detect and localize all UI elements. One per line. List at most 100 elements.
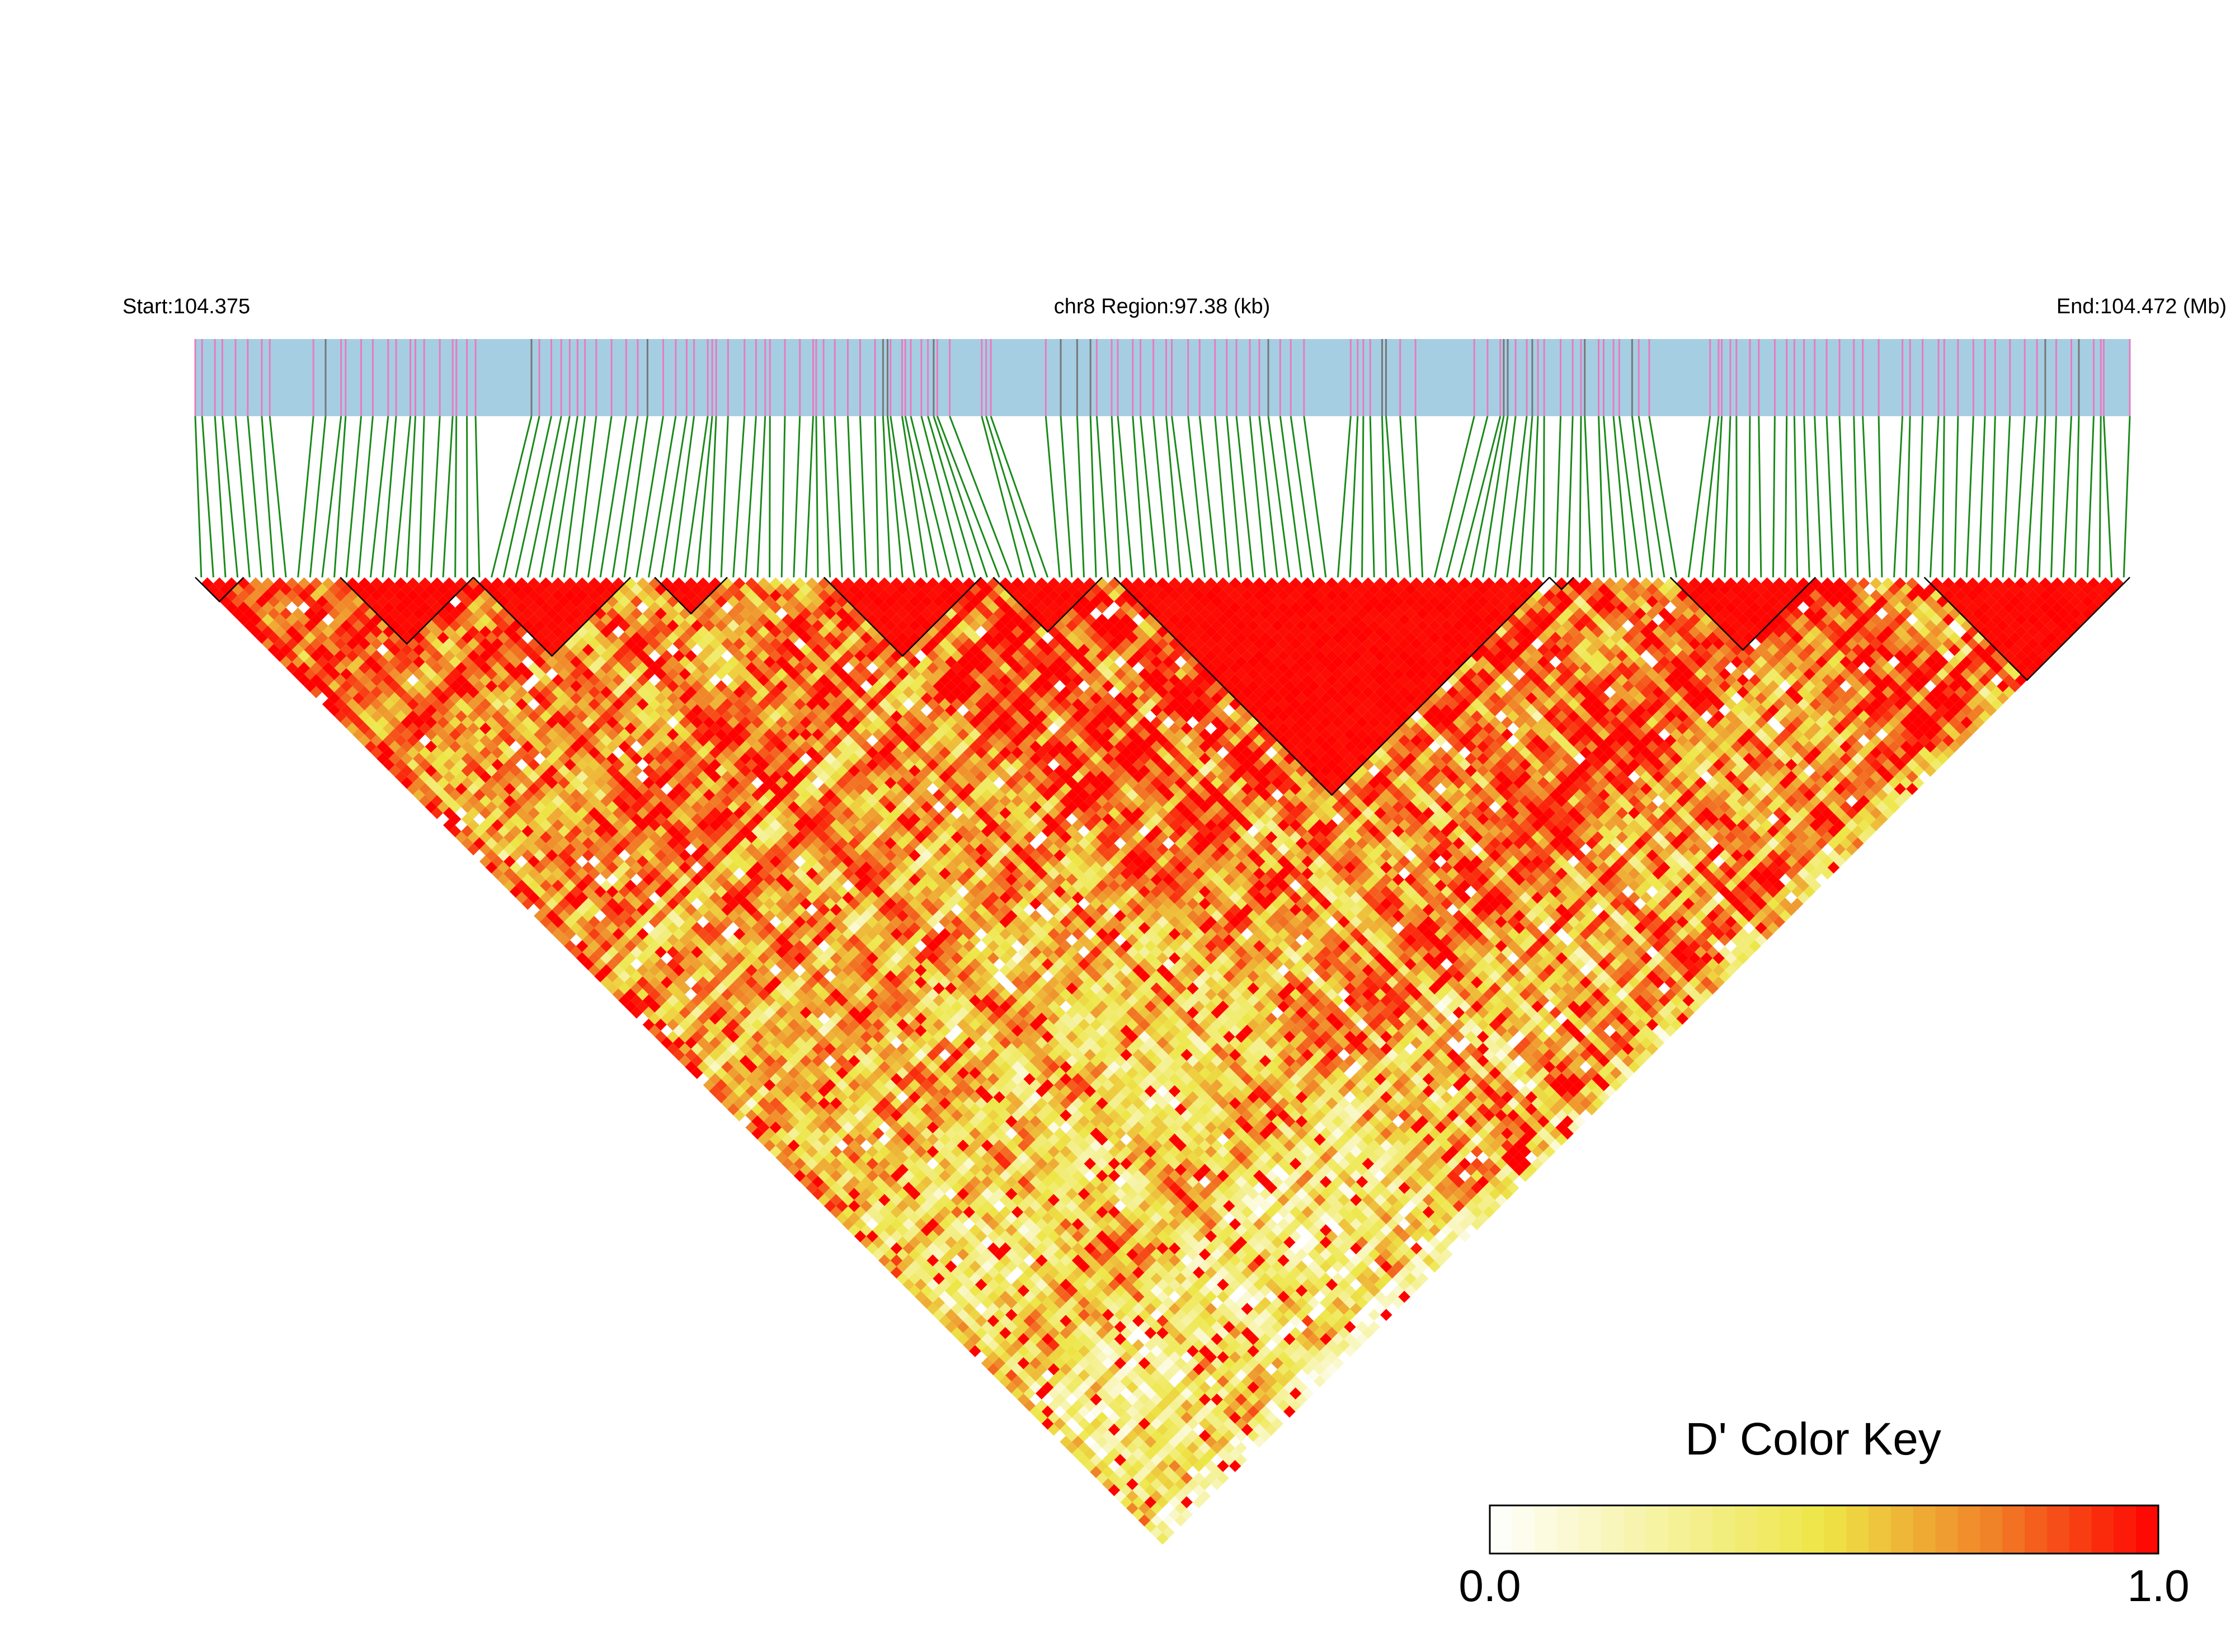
ld-cell xyxy=(1053,1321,1066,1333)
ld-cell xyxy=(939,1242,951,1255)
ld-cell xyxy=(1041,1284,1054,1297)
snp-connector xyxy=(1989,416,1996,578)
ld-cell xyxy=(775,1030,788,1043)
ld-cell xyxy=(358,662,371,674)
ld-cell xyxy=(691,982,703,995)
ld-cell xyxy=(933,1296,945,1309)
ld-cell xyxy=(213,577,226,590)
ld-cell xyxy=(655,1018,667,1031)
ld-cell xyxy=(1041,1309,1054,1321)
ld-cell xyxy=(715,1018,727,1031)
ld-cell xyxy=(1090,1369,1102,1382)
ld-cell xyxy=(648,976,661,989)
ld-cell xyxy=(884,1248,897,1261)
snp-connector xyxy=(1494,416,1517,578)
ld-cell xyxy=(449,740,462,753)
ld-cell xyxy=(479,710,492,723)
ld-cell xyxy=(951,1278,963,1291)
ld-cell xyxy=(582,934,595,947)
ld-cell xyxy=(1066,1321,1078,1333)
ld-cell xyxy=(1084,1423,1097,1436)
snp-connector xyxy=(1618,416,1641,578)
ld-cell xyxy=(709,988,722,1001)
ld-cell xyxy=(1163,1466,1175,1479)
ld-cell xyxy=(286,638,298,650)
ld-cell xyxy=(237,589,250,602)
ld-cell xyxy=(298,601,310,614)
snp-connector xyxy=(221,416,239,578)
ld-cell xyxy=(636,1013,649,1025)
snp-connector xyxy=(1089,416,1097,578)
ld-cell xyxy=(739,1067,752,1079)
ld-cell xyxy=(1102,1466,1114,1479)
ld-cell xyxy=(528,855,540,868)
ld-cell xyxy=(812,1091,824,1104)
ld-cell xyxy=(812,1103,824,1116)
snp-connector xyxy=(981,416,1024,578)
ld-cell xyxy=(975,1266,987,1279)
ld-cell xyxy=(642,934,655,947)
ld-cell xyxy=(672,1024,685,1037)
ld-cell xyxy=(1066,1333,1078,1345)
ld-cell xyxy=(951,1326,963,1339)
ld-cell xyxy=(346,698,359,710)
ld-cell xyxy=(1163,1429,1175,1442)
ld-cell xyxy=(576,879,589,892)
ld-cell xyxy=(461,692,474,704)
ld-cell xyxy=(939,1302,951,1315)
ld-cell xyxy=(685,1000,697,1013)
ld-cell xyxy=(310,577,322,590)
ld-cell xyxy=(685,928,697,940)
ld-cell xyxy=(830,1133,843,1146)
ld-cell xyxy=(576,940,589,952)
ld-cell xyxy=(280,632,292,644)
ld-cell xyxy=(558,861,570,874)
ld-cell xyxy=(431,698,444,710)
snp-connector xyxy=(1518,416,1533,578)
snp-connector xyxy=(804,416,814,578)
ld-cell xyxy=(1041,1405,1054,1418)
ld-cell xyxy=(933,1236,945,1249)
ld-cell xyxy=(1096,1351,1108,1363)
ld-cell xyxy=(382,698,395,710)
ld-cell xyxy=(346,710,359,723)
snp-connector xyxy=(1758,416,1762,578)
ld-cell xyxy=(497,776,510,789)
ld-cell xyxy=(534,849,546,862)
ld-cell xyxy=(600,879,613,892)
ld-cell xyxy=(715,970,727,983)
ld-cell xyxy=(545,789,558,801)
ld-cell xyxy=(890,1206,903,1218)
ld-cell xyxy=(370,638,383,650)
ld-cell xyxy=(981,1224,994,1236)
ld-cell xyxy=(1084,1460,1097,1472)
ld-cell xyxy=(455,759,468,771)
ld-cell xyxy=(975,1218,987,1231)
ld-cell xyxy=(485,813,498,826)
ld-cell xyxy=(920,1188,933,1201)
ld-cell xyxy=(286,577,298,590)
ld-cell xyxy=(467,795,479,807)
ld-cell xyxy=(576,867,589,880)
ld-cell xyxy=(1126,1381,1138,1394)
ld-cell xyxy=(310,686,322,699)
ld-cell xyxy=(975,1291,987,1303)
ld-cell xyxy=(848,1139,860,1152)
ld-cell xyxy=(274,649,286,662)
ld-cell xyxy=(751,1127,764,1140)
ld-cell xyxy=(636,916,649,928)
ld-cell xyxy=(612,964,625,977)
ld-cell xyxy=(806,1085,818,1098)
ld-cell xyxy=(1217,1472,1229,1484)
ld-cell xyxy=(352,692,365,704)
ld-cell xyxy=(685,964,697,977)
ld-cell xyxy=(467,783,479,796)
ld-cell xyxy=(243,595,256,608)
ld-cell xyxy=(358,649,371,662)
ld-cell xyxy=(600,952,613,964)
ld-cell xyxy=(497,801,510,813)
ld-cell xyxy=(528,770,540,783)
ld-cell xyxy=(933,1200,945,1212)
snp-connector xyxy=(466,416,468,578)
ld-cell xyxy=(1114,1381,1127,1394)
